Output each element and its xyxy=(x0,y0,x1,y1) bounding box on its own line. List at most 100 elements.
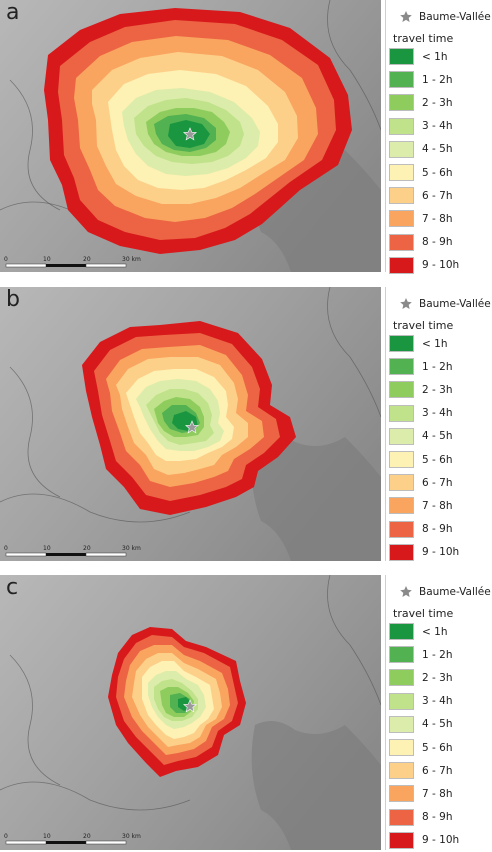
legend-items: < 1h 1 - 2h 2 - 3h 3 - 4h 4 - 5h 5 - 6h 6 - 7h… xyxy=(389,45,459,277)
map-panel-c: 0 10 20 30 km c Baume-Vallée travel time… xyxy=(0,575,492,850)
legend-item: 3 - 4h xyxy=(389,690,459,713)
legend-swatch xyxy=(389,808,414,826)
scale-label: 20 xyxy=(83,256,91,263)
legend-swatch xyxy=(389,427,414,445)
legend-swatch xyxy=(389,543,414,561)
legend-swatch xyxy=(389,831,414,849)
legend-swatch xyxy=(389,233,414,251)
legend-label: 8 - 9h xyxy=(422,236,453,249)
legend-label: 7 - 8h xyxy=(422,499,453,512)
legend-swatch xyxy=(389,210,414,228)
legend-item: 9 - 10h xyxy=(389,829,459,852)
map-canvas: 0 10 20 30 km b xyxy=(0,287,381,561)
legend-item: 3 - 4h xyxy=(389,115,459,138)
legend-title: travel time xyxy=(393,319,454,332)
legend-label: 1 - 2h xyxy=(422,648,453,661)
legend-label: 7 - 8h xyxy=(422,787,453,800)
legend-swatch xyxy=(389,404,414,422)
legend-item: 7 - 8h xyxy=(389,782,459,805)
legend-item: 5 - 6h xyxy=(389,161,459,184)
legend-swatch xyxy=(389,358,414,376)
relief-map: 0 10 20 30 km xyxy=(0,287,381,561)
scale-label: 10 xyxy=(43,256,51,263)
scale-label: 30 km xyxy=(122,256,141,263)
legend: Baume-Vallée travel time < 1h 1 - 2h 2 - 3… xyxy=(385,0,492,274)
legend-item: 8 - 9h xyxy=(389,806,459,829)
scale-label: 20 xyxy=(83,545,91,552)
legend-swatch xyxy=(389,692,414,710)
scale-label: 30 km xyxy=(122,833,141,840)
legend-item: 8 - 9h xyxy=(389,518,459,541)
legend-label: 9 - 10h xyxy=(422,259,460,272)
legend-item: 7 - 8h xyxy=(389,494,459,517)
isochrone-bands xyxy=(108,627,246,777)
legend-item: 2 - 3h xyxy=(389,666,459,689)
scale-label: 0 xyxy=(4,833,8,840)
scale-label: 10 xyxy=(43,833,51,840)
scale-label: 30 km xyxy=(122,545,141,552)
legend-title: travel time xyxy=(393,607,454,620)
legend-swatch xyxy=(389,335,414,353)
legend-swatch xyxy=(389,48,414,66)
legend-item: 1 - 2h xyxy=(389,68,459,91)
legend-swatch xyxy=(389,623,414,641)
legend-swatch xyxy=(389,474,414,492)
legend-label: 5 - 6h xyxy=(422,166,453,179)
legend-site-row: Baume-Vallée xyxy=(386,581,492,603)
legend-swatch xyxy=(389,187,414,205)
legend-site-name: Baume-Vallée xyxy=(419,298,491,310)
panel-label: b xyxy=(6,287,20,312)
legend-items: < 1h 1 - 2h 2 - 3h 3 - 4h 4 - 5h 5 - 6h 6 - 7h… xyxy=(389,332,459,564)
legend-item: 9 - 10h xyxy=(389,254,459,277)
legend-site-name: Baume-Vallée xyxy=(419,11,491,23)
legend-label: 2 - 3h xyxy=(422,383,453,396)
legend: Baume-Vallée travel time < 1h 1 - 2h 2 - 3… xyxy=(385,575,492,850)
legend-item: 2 - 3h xyxy=(389,91,459,114)
legend-swatch xyxy=(389,94,414,112)
legend-swatch xyxy=(389,762,414,780)
legend-item: 6 - 7h xyxy=(389,184,459,207)
legend-item: 6 - 7h xyxy=(389,759,459,782)
legend-site-row: Baume-Vallée xyxy=(386,6,492,28)
legend-label: 1 - 2h xyxy=(422,360,453,373)
map-canvas: 0 10 20 30 km c xyxy=(0,575,381,850)
legend-label: < 1h xyxy=(422,625,448,638)
legend-item: 4 - 5h xyxy=(389,425,459,448)
relief-map: 0 10 20 30 km xyxy=(0,0,381,272)
legend-label: 3 - 4h xyxy=(422,695,453,708)
site-star-icon xyxy=(185,420,199,434)
legend-label: 1 - 2h xyxy=(422,73,453,86)
legend: Baume-Vallée travel time < 1h 1 - 2h 2 - 3… xyxy=(385,287,492,561)
legend-label: 4 - 5h xyxy=(422,718,453,731)
legend-item: < 1h xyxy=(389,332,459,355)
legend-label: 9 - 10h xyxy=(422,546,460,559)
site-star-icon xyxy=(183,699,197,713)
legend-item: < 1h xyxy=(389,45,459,68)
legend-label: 6 - 7h xyxy=(422,476,453,489)
legend-label: 4 - 5h xyxy=(422,430,453,443)
legend-items: < 1h 1 - 2h 2 - 3h 3 - 4h 4 - 5h 5 - 6h 6 - 7h… xyxy=(389,620,459,852)
legend-item: 9 - 10h xyxy=(389,541,459,564)
legend-label: 8 - 9h xyxy=(422,523,453,536)
legend-item: 4 - 5h xyxy=(389,713,459,736)
legend-swatch xyxy=(389,497,414,515)
legend-swatch xyxy=(389,739,414,757)
legend-swatch xyxy=(389,715,414,733)
star-icon xyxy=(400,298,412,309)
relief-map: 0 10 20 30 km xyxy=(0,575,381,850)
legend-item: 3 - 4h xyxy=(389,402,459,425)
legend-swatch xyxy=(389,256,414,274)
scale-bar: 0 10 20 30 km xyxy=(4,833,141,845)
legend-label: < 1h xyxy=(422,50,448,63)
legend-swatch xyxy=(389,71,414,89)
legend-swatch xyxy=(389,117,414,135)
legend-label: 5 - 6h xyxy=(422,453,453,466)
legend-site-name: Baume-Vallée xyxy=(419,586,491,598)
legend-label: 2 - 3h xyxy=(422,671,453,684)
legend-item: 4 - 5h xyxy=(389,138,459,161)
legend-label: < 1h xyxy=(422,337,448,350)
legend-item: 1 - 2h xyxy=(389,643,459,666)
legend-site-row: Baume-Vallée xyxy=(386,293,492,315)
scale-label: 10 xyxy=(43,545,51,552)
star-icon xyxy=(400,586,412,597)
